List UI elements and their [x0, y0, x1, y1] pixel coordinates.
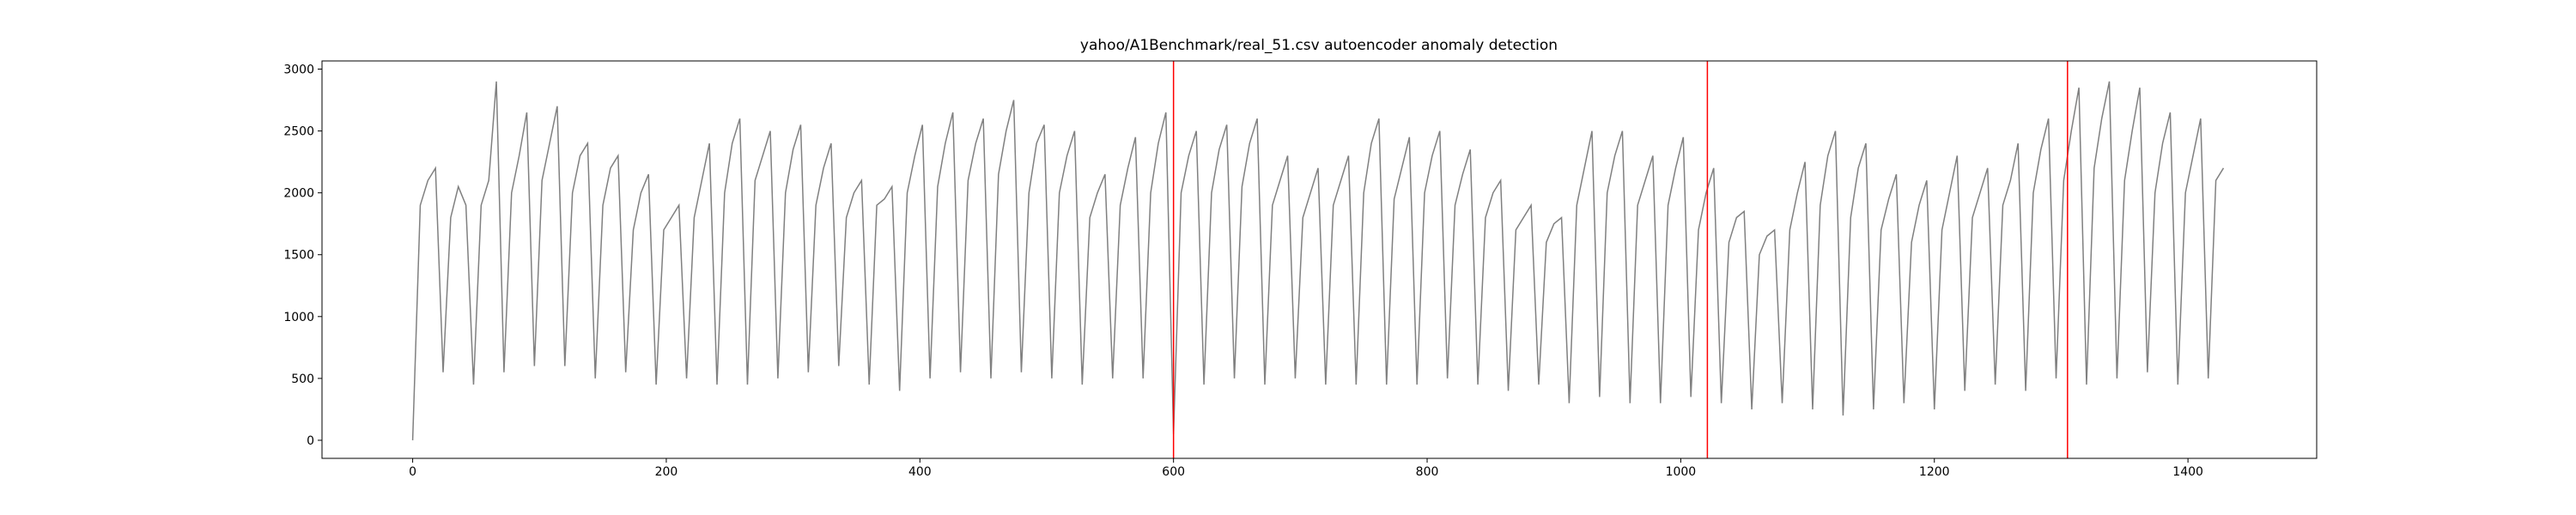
x-tick-label: 1200	[1919, 465, 1950, 479]
y-tick-label: 0	[307, 434, 314, 448]
y-tick-label: 2000	[283, 187, 314, 201]
x-tick-label: 0	[409, 465, 416, 479]
x-tick-label: 1400	[2172, 465, 2203, 479]
x-tick-label: 600	[1162, 465, 1185, 479]
y-tick-label: 500	[291, 373, 314, 386]
x-tick-label: 200	[655, 465, 678, 479]
y-tick-label: 1500	[283, 249, 314, 263]
x-tick-label: 800	[1416, 465, 1439, 479]
y-tick-label: 2500	[283, 125, 314, 139]
plot-frame	[321, 60, 2318, 459]
x-tick-label: 1000	[1666, 465, 1697, 479]
series-line	[411, 81, 2225, 440]
y-tick-label: 1000	[283, 311, 314, 324]
y-tick-label: 3000	[283, 64, 314, 77]
x-tick-label: 400	[908, 465, 932, 479]
chart-title: yahoo/A1Benchmark/real_51.csv autoencode…	[1080, 37, 1558, 54]
